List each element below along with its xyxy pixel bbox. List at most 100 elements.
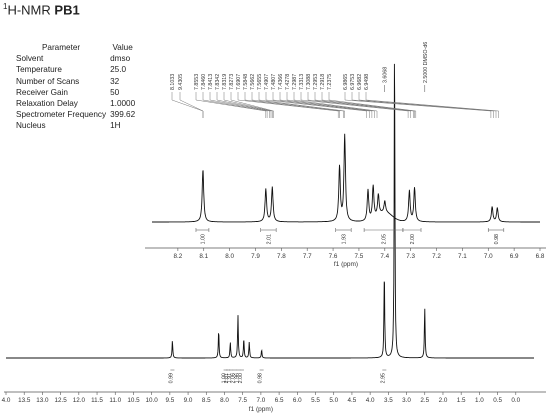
full-x-tick-label: 0.5 (493, 397, 502, 404)
full-x-tick-label: 12.0 (73, 397, 86, 404)
peak-label-leader (223, 92, 273, 118)
inset-x-axis-label: f1 (ppm) (334, 261, 358, 268)
inset-x-tick-label: 7.4 (380, 253, 389, 260)
param-name: Solvent (16, 54, 44, 64)
full-x-tick-label: 0.0 (511, 397, 520, 404)
peak-label-leader (258, 92, 345, 118)
param-value: 32 (110, 76, 120, 86)
param-value: 25.0 (110, 65, 127, 75)
inset-x-tick-label: 6.9 (510, 253, 519, 260)
peak-label-leader (195, 92, 267, 118)
spectrum-title: 1H-NMR PB1 (3, 2, 80, 18)
peak-label-leader (365, 92, 499, 118)
inset-x-tick-label: 7.9 (251, 253, 260, 260)
peak-label: 7.8460 (201, 74, 207, 90)
peak-label-leader (272, 92, 370, 118)
params-row: Nucleus 1H (14, 120, 137, 131)
full-x-tick-label: 8.5 (202, 397, 211, 404)
full-x-tick-label: 4.0 (366, 397, 375, 404)
inset-x-tick-label: 7.3 (406, 253, 415, 260)
params-row: Spectrometer Frequency 399.62 (14, 109, 137, 120)
peak-label-leader (344, 92, 492, 118)
peak-label-leader (251, 92, 344, 118)
inset-integral-label: 1.00 (200, 234, 206, 244)
param-value: 50 (110, 87, 120, 97)
peak-label: 7.4907 (264, 74, 270, 90)
inset-integral-label: 0.98 (494, 234, 500, 244)
peak-label-leader (179, 92, 204, 118)
peak-label-leader (351, 92, 494, 118)
full-spectrum-trace (6, 63, 534, 359)
full-x-tick-label: 4.5 (348, 397, 357, 404)
inset-x-tick-label: 7.1 (458, 253, 467, 260)
full-x-tick-label: 2.0 (439, 397, 448, 404)
peak-label: 6.9498 (364, 74, 370, 90)
peak-label: 7.2987 (292, 74, 298, 90)
params-header-parameter: Parameter (41, 43, 81, 53)
params-row: Number of Scans 32 (14, 76, 137, 87)
peak-label: 7.5662 (250, 74, 256, 90)
peak-label: 7.5848 (243, 74, 249, 90)
peak-label-leader (202, 92, 268, 118)
inset-x-tick-label: 8.2 (173, 253, 182, 260)
full-integral-label: 0.99 (168, 373, 174, 383)
full-x-tick-label: 7.5 (238, 397, 247, 404)
inset-x-tick-label: 7.7 (303, 253, 312, 260)
params-row: Temperature 25.0 (14, 64, 137, 75)
full-x-tick-label: 1.5 (457, 397, 466, 404)
peak-label-leader (244, 92, 340, 118)
inset-x-tick-label: 7.5 (355, 253, 364, 260)
params-row: Relaxation Delay 1.0000 (14, 98, 137, 109)
peak-label: 9.4305 (178, 74, 184, 90)
peak-label: 7.3313 (299, 74, 305, 90)
peak-label: 7.2375 (327, 74, 333, 90)
full-x-tick-label: 5.0 (329, 397, 338, 404)
peak-label: 7.4366 (278, 74, 284, 90)
param-value: 399.62 (110, 110, 136, 120)
peak-label: 7.8273 (229, 74, 235, 90)
full-integral-label: 2.00 (238, 373, 244, 383)
full-x-tick-label: 5.5 (311, 397, 320, 404)
param-name: Nucleus (16, 121, 46, 131)
inset-integral-label: 2.05 (382, 234, 388, 244)
inset-x-tick-label: 6.8 (536, 253, 545, 260)
peak-label-leader (237, 92, 339, 118)
full-x-tick-label: 9.0 (184, 397, 193, 404)
full-x-tick-label: 10.0 (146, 397, 159, 404)
peak-label: 8.1033 (170, 74, 176, 90)
peak-label: 6.9865 (343, 74, 349, 90)
peak-label: 6.9753 (350, 74, 356, 90)
inset-x-tick-label: 7.8 (277, 253, 286, 260)
top-peak-label: 2.5000 DMSO-d6 (423, 42, 429, 83)
peak-label: 7.2918 (320, 74, 326, 90)
peak-label: 7.8413 (208, 74, 214, 90)
inset-x-tick-label: 7.0 (484, 253, 493, 260)
full-x-tick-label: 10.5 (127, 397, 140, 404)
full-x-tick-label: 6.5 (275, 397, 284, 404)
full-x-tick-label: 8.0 (220, 397, 229, 404)
full-integral-label: 2.01 (224, 373, 230, 383)
params-row: Receiver Gain 50 (14, 87, 137, 98)
full-x-tick-label: 13.5 (18, 397, 31, 404)
full-x-tick-label: 3.0 (402, 397, 411, 404)
peak-label: 7.4278 (285, 74, 291, 90)
peak-label-leader (286, 92, 375, 118)
peak-label-leader (321, 92, 415, 118)
param-value: dmso (110, 54, 131, 64)
peak-label: 7.2953 (313, 74, 319, 90)
inset-x-tick-label: 8.1 (199, 253, 208, 260)
acquisition-parameters-table: Parameter Value Solvent dmso Temperature 25… (14, 42, 137, 132)
inset-spectrum-trace (152, 133, 540, 223)
inset-x-tick-label: 7.6 (329, 253, 338, 260)
inset-integral-label: 1.93 (341, 234, 347, 244)
full-x-tick-label: 1.0 (475, 397, 484, 404)
peak-label: 7.5655 (257, 74, 263, 90)
full-x-axis-label: f1 (ppm) (249, 406, 273, 413)
peak-label: 6.9682 (357, 74, 363, 90)
param-value: 1H (110, 121, 121, 131)
top-peak-label: 3.6068 (382, 67, 388, 83)
param-name: Receiver Gain (16, 87, 68, 97)
peak-label-leader (209, 92, 270, 118)
full-x-tick-label: 12.5 (54, 397, 67, 404)
peak-label: 7.6907 (236, 74, 242, 90)
